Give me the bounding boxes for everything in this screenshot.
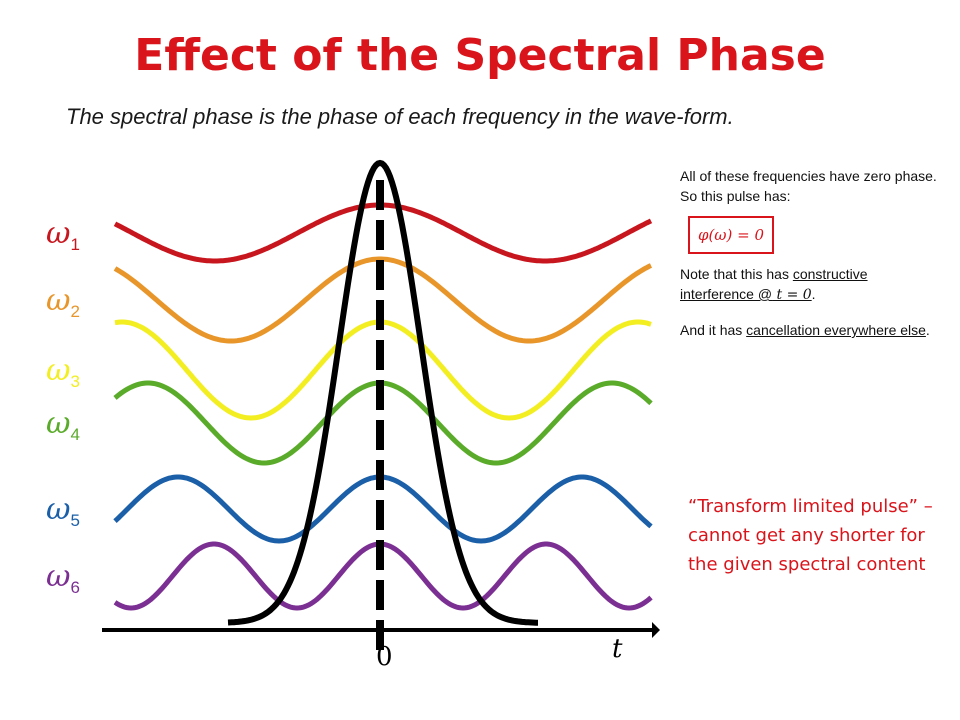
- constructive-t: t = 0: [772, 287, 812, 303]
- omega-subscript: 4: [70, 425, 80, 444]
- omega-subscript: 3: [70, 372, 80, 391]
- omega-label-3: ω3: [46, 356, 80, 397]
- time-axis-arrowhead: [652, 622, 660, 638]
- x-tick-zero: 0: [376, 642, 393, 672]
- omega-subscript: 6: [70, 578, 80, 597]
- cancellation-note: And it has cancellation everywhere else.: [680, 320, 940, 340]
- omega-label-2: ω2: [46, 286, 80, 327]
- constructive-prefix: Note that this has: [680, 266, 793, 282]
- omega-subscript: 5: [70, 511, 80, 530]
- page-title: Effect of the Spectral Phase: [134, 30, 826, 81]
- omega-symbol: ω: [46, 283, 71, 318]
- constructive-link-text: constructive interference @: [680, 266, 868, 302]
- subtitle: The spectral phase is the phase of each …: [66, 104, 734, 129]
- constructive-note: Note that this has constructive interfer…: [680, 264, 940, 305]
- phase-equation: φ(ω) = 0: [697, 226, 765, 244]
- transform-limited-note: “Transform limited pulse” – cannot get a…: [688, 496, 933, 575]
- x-axis-label: t: [612, 634, 623, 664]
- omega-label-4: ω4: [46, 409, 80, 450]
- constructive-link: constructive interference @ t = 0: [680, 266, 868, 303]
- omega-symbol: ω: [46, 492, 71, 527]
- constructive-end: .: [811, 286, 816, 302]
- zero-phase-note-text: All of these frequencies have zero phase…: [680, 168, 937, 204]
- omega-label-5: ω5: [46, 495, 80, 536]
- cancellation-link: cancellation everywhere else: [746, 322, 926, 338]
- omega-symbol: ω: [46, 406, 71, 441]
- omega-subscript: 2: [70, 302, 80, 321]
- pulse-envelope: [227, 159, 538, 626]
- cancellation-end: .: [925, 322, 930, 338]
- omega-subscript: 1: [70, 235, 80, 254]
- omega-label-1: ω1: [46, 219, 80, 260]
- omega-label-6: ω6: [46, 562, 80, 603]
- omega-symbol: ω: [46, 353, 71, 388]
- cancellation-prefix: And it has: [680, 322, 747, 338]
- wave-omega-2: [113, 256, 653, 344]
- omega-symbol: ω: [46, 559, 71, 594]
- phase-equation-box: φ(ω) = 0: [688, 216, 774, 254]
- omega-symbol: ω: [46, 216, 71, 251]
- zero-phase-note: All of these frequencies have zero phase…: [680, 166, 940, 206]
